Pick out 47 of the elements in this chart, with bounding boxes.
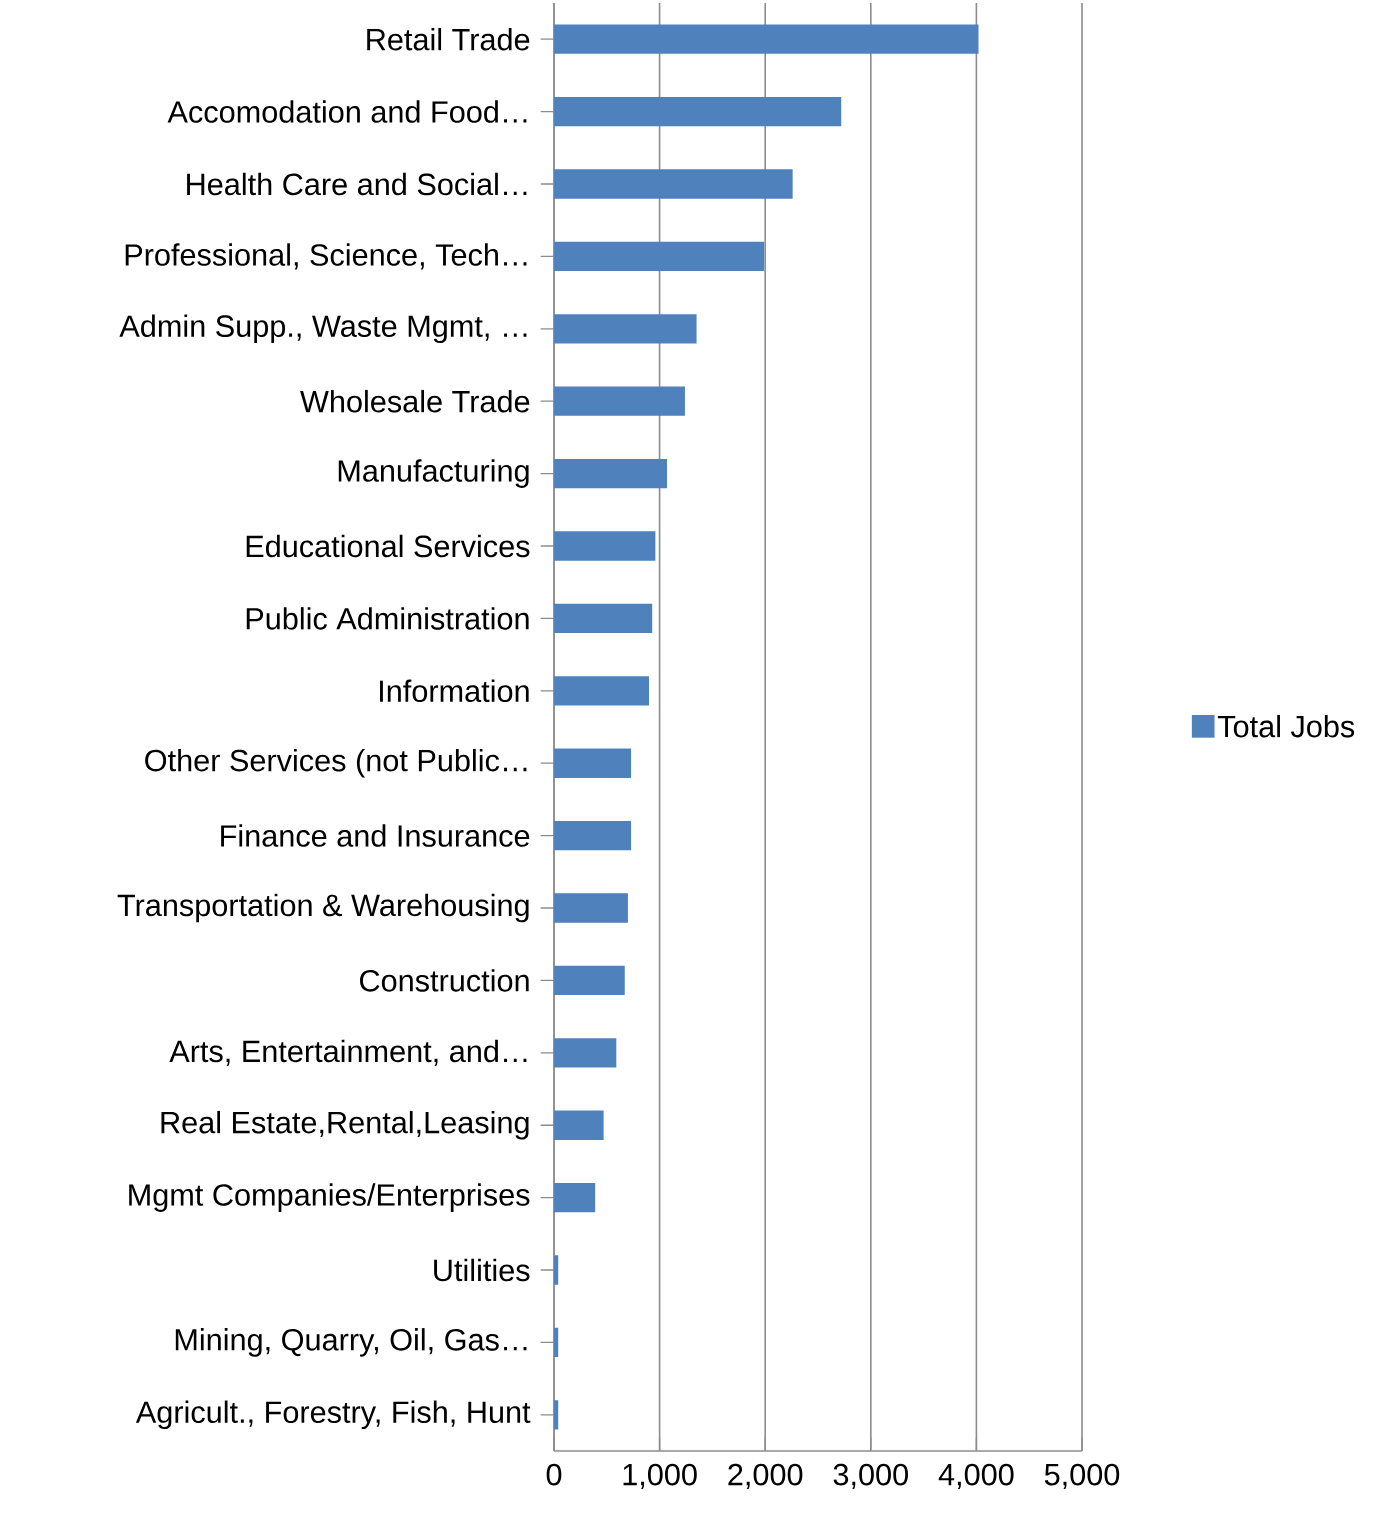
y-tick-label: Agricult., Forestry, Fish, Hunt: [135, 1400, 531, 1430]
bar: [554, 241, 765, 272]
bar: [554, 820, 632, 851]
y-tick-label: Finance and Insurance: [221, 824, 530, 847]
x-tick-label: 2,000: [728, 1463, 803, 1490]
bar: [554, 386, 685, 416]
x-tick-label: 0: [546, 1463, 562, 1486]
y-tick-label: Transportation & Warehousing: [117, 893, 529, 923]
y-tick-label: Admin Supp., Waste Mgmt, …: [119, 314, 527, 344]
y-tick-label: Public Administration: [246, 607, 529, 630]
bar: [554, 965, 625, 996]
y-tick-label: Educational Services: [246, 534, 530, 558]
bar: [554, 1400, 559, 1430]
bar: [554, 169, 793, 199]
y-tick-label: Health Care and Social…: [187, 172, 527, 196]
bar: [554, 1182, 596, 1213]
y-tick-label: Utilities: [434, 1258, 530, 1282]
bar: [554, 96, 842, 127]
bar: [554, 1110, 604, 1140]
x-tick-label: 1,000: [623, 1463, 697, 1490]
bar: [554, 748, 632, 778]
bar: [554, 603, 653, 634]
y-tick-label: Information: [380, 679, 529, 703]
y-tick-label: Construction: [360, 969, 529, 992]
y-tick-label: Retail Trade: [367, 27, 530, 51]
y-tick-label: Arts, Entertainment, and…: [169, 1039, 527, 1066]
bar: [554, 893, 628, 923]
bar: [554, 314, 697, 344]
legend-label: Total Jobs: [1217, 714, 1355, 738]
bar: [554, 1038, 617, 1068]
bar: [554, 1255, 559, 1285]
y-tick-label: Real Estate,Rental,Leasing: [161, 1110, 529, 1140]
y-tick-label: Accomodation and Food…: [167, 100, 527, 123]
bar: [554, 24, 979, 54]
y-tick-label: Other Services (not Public…: [145, 748, 527, 778]
y-tick-label: Manufacturing: [338, 459, 529, 488]
x-tick-label: 3,000: [833, 1463, 908, 1490]
x-tick-label: 4,000: [938, 1463, 1014, 1490]
bar: [554, 531, 656, 561]
bar: [554, 1327, 559, 1358]
y-tick-label: Mining, Quarry, Oil, Gas…: [175, 1328, 527, 1357]
y-tick-label: Mgmt Companies/Enterprises: [129, 1183, 530, 1212]
x-tick-label: 5,000: [1044, 1463, 1120, 1490]
y-tick-label: Wholesale Trade: [300, 389, 530, 413]
bar: [554, 676, 650, 706]
bar: [554, 458, 667, 489]
y-tick-label: Professional, Science, Tech…: [125, 243, 527, 270]
